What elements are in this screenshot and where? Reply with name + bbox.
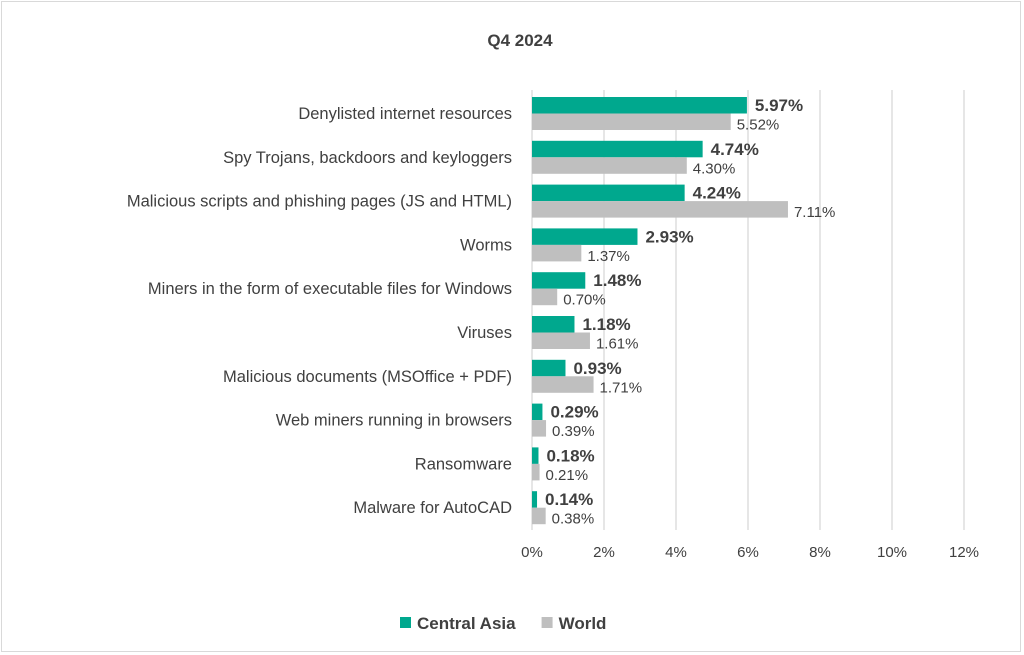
bar-central-asia: [532, 491, 538, 508]
x-tick-label: 6%: [737, 544, 759, 561]
data-label: 0.14%: [545, 490, 593, 509]
data-label: 0.38%: [552, 511, 595, 528]
data-label: 2.93%: [645, 227, 693, 246]
legend-label: World: [559, 614, 607, 633]
data-label: 0.39%: [552, 423, 595, 440]
x-tick-label: 2%: [593, 544, 615, 561]
category-label: Miners in the form of executable files f…: [148, 280, 512, 298]
bar-world: [532, 507, 546, 525]
bar-central-asia: [532, 97, 747, 114]
data-label: 1.48%: [593, 271, 641, 290]
category-label: Malicious documents (MSOffice + PDF): [223, 368, 512, 386]
data-label: 0.18%: [546, 446, 594, 465]
x-tick-label: 4%: [665, 544, 687, 561]
category-label: Malicious scripts and phishing pages (JS…: [127, 193, 512, 211]
bar-world: [532, 157, 687, 174]
category-label: Malware for AutoCAD: [353, 499, 512, 517]
category-label: Worms: [460, 236, 512, 254]
bar-world: [532, 113, 731, 130]
bar-central-asia: [532, 447, 539, 464]
category-label: Spy Trojans, backdoors and keyloggers: [223, 149, 512, 167]
bar-world: [532, 288, 558, 306]
data-label: 0.70%: [563, 292, 606, 309]
bar-central-asia: [532, 184, 685, 202]
bar-central-asia: [532, 272, 586, 289]
data-label: 4.24%: [693, 184, 741, 203]
x-tick-label: 12%: [949, 544, 979, 561]
data-label: 1.37%: [587, 248, 630, 265]
bar-world: [532, 420, 547, 437]
x-tick-label: 10%: [877, 544, 907, 561]
category-label: Web miners running in browsers: [276, 412, 512, 430]
category-label: Ransomware: [415, 455, 512, 473]
data-label: 1.18%: [582, 315, 630, 334]
data-label: 7.11%: [794, 204, 835, 221]
bar-central-asia: [532, 316, 575, 333]
category-label: Viruses: [457, 324, 512, 342]
bar-central-asia: [532, 140, 703, 158]
x-tick-label: 0%: [521, 544, 543, 561]
legend-label: Central Asia: [417, 614, 516, 633]
bar-world: [532, 332, 590, 349]
bar-world: [532, 376, 594, 393]
data-label: 1.71%: [600, 379, 643, 396]
data-label: 5.52%: [737, 117, 780, 134]
data-label: 0.21%: [546, 467, 589, 484]
data-label: 5.97%: [755, 96, 803, 115]
data-label: 1.61%: [596, 336, 639, 353]
bar-world: [532, 201, 788, 218]
bar-central-asia: [532, 228, 638, 245]
chart-title: Q4 2024: [487, 31, 553, 50]
data-label: 0.93%: [573, 359, 621, 378]
category-label: Denylisted internet resources: [298, 105, 512, 123]
legend-swatch: [400, 617, 411, 628]
legend-swatch: [541, 617, 553, 628]
bar-central-asia: [532, 359, 566, 377]
data-label: 0.29%: [550, 403, 598, 422]
data-label: 4.30%: [693, 160, 736, 177]
x-tick-label: 8%: [809, 544, 831, 561]
bar-central-asia: [532, 403, 543, 421]
bar-world: [532, 244, 582, 262]
bar-world: [532, 463, 540, 481]
data-label: 4.74%: [711, 140, 759, 159]
